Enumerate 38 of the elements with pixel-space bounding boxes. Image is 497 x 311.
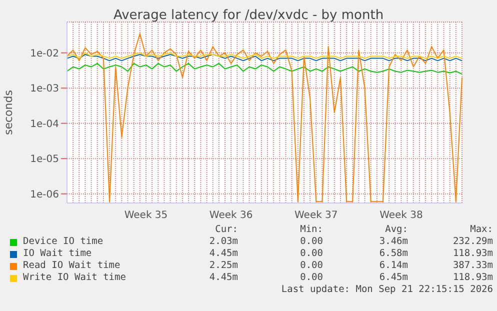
text: 6.58m bbox=[378, 248, 408, 260]
x-tick-label: Week 36 bbox=[209, 210, 253, 222]
legend-label: Device IO time bbox=[23, 236, 104, 248]
text: 232.29m bbox=[452, 236, 493, 248]
text: 387.33m bbox=[452, 260, 493, 272]
x-tick-label: Week 37 bbox=[294, 210, 338, 222]
y-tick-label: 1e-02 bbox=[30, 48, 59, 60]
text: Last update: Mon Sep 21 22:15:15 2026 bbox=[280, 284, 493, 296]
text: 2.25m bbox=[208, 260, 238, 272]
y-axis-title: seconds bbox=[2, 90, 15, 135]
line-series bbox=[66, 54, 462, 62]
x-tick-label: Week 38 bbox=[380, 210, 423, 222]
y-tick-label: 1e-06 bbox=[30, 189, 59, 200]
x-tick-label: Week 35 bbox=[124, 210, 168, 222]
text: 2.03m bbox=[208, 236, 238, 248]
legend-label: Read IO Wait time bbox=[23, 260, 120, 272]
y-tick-label: 1e-04 bbox=[30, 118, 59, 130]
text: Max: bbox=[469, 224, 493, 236]
text: 0.00 bbox=[299, 236, 323, 248]
text: Avg: bbox=[384, 224, 408, 236]
text: 118.93m bbox=[452, 248, 493, 260]
legend-label: IO Wait time bbox=[23, 248, 92, 260]
y-tick-label: 1e-03 bbox=[30, 84, 59, 95]
text: 4.45m bbox=[208, 248, 238, 260]
text: 0.00 bbox=[299, 272, 323, 284]
text: 0.00 bbox=[299, 260, 323, 272]
text: Min: bbox=[299, 224, 323, 236]
text: 4.45m bbox=[208, 272, 238, 284]
text: 6.14m bbox=[378, 260, 408, 272]
text: Cur: bbox=[214, 224, 238, 236]
y-tick-label: 1e-05 bbox=[30, 154, 59, 166]
text: 3.46m bbox=[378, 236, 408, 248]
legend-label: Write IO Wait time bbox=[23, 272, 126, 284]
chart-title: Average latency for /dev/xvdc - by month bbox=[112, 8, 385, 23]
line-series bbox=[66, 62, 462, 75]
text: 0.00 bbox=[299, 248, 323, 260]
text: 6.45m bbox=[378, 272, 408, 284]
text: 118.93m bbox=[452, 272, 493, 284]
